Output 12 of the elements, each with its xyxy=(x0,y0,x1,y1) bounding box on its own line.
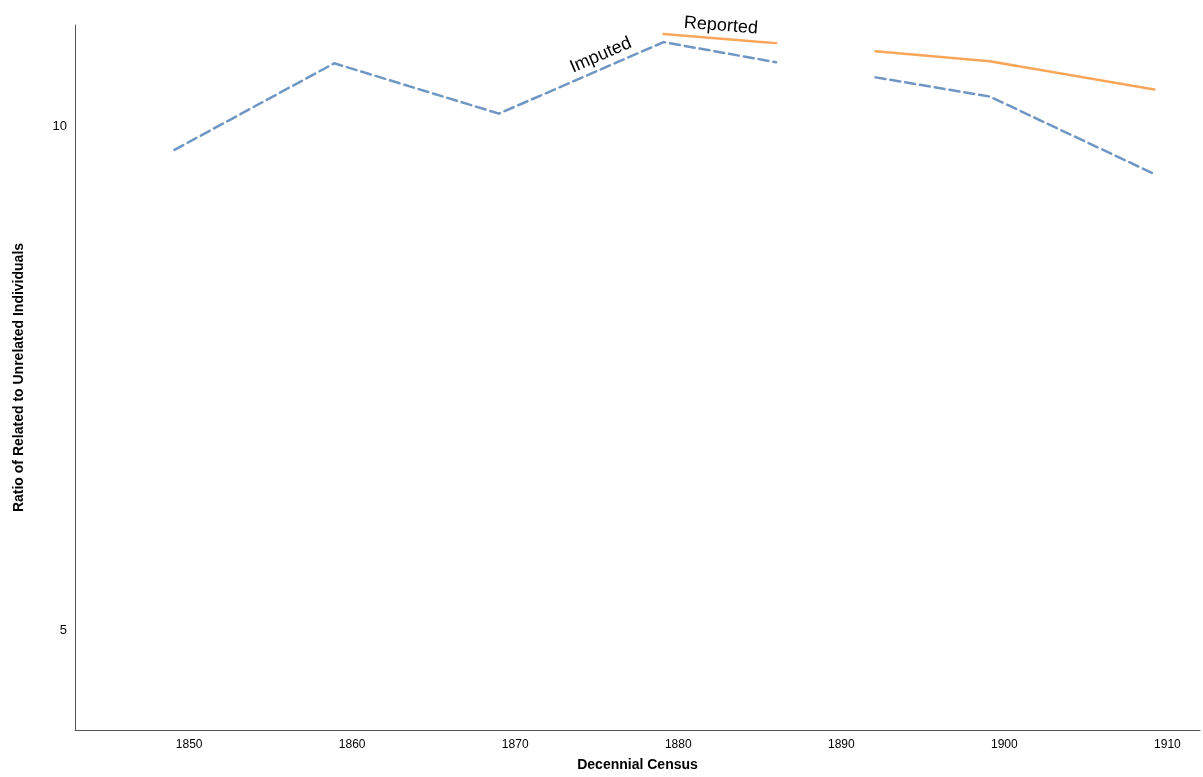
y-tick-label: 5 xyxy=(59,621,67,637)
y-tick-label: 10 xyxy=(52,118,67,134)
x-tick-label: 1910 xyxy=(1154,737,1182,751)
y-axis-title: Ratio of Related to Unrelated Individuals xyxy=(10,242,26,513)
x-tick-label: 1890 xyxy=(827,737,855,751)
x-tick-label: 1870 xyxy=(501,737,529,751)
x-tick-label: 1900 xyxy=(991,737,1019,751)
x-tick-label: 1860 xyxy=(338,737,366,751)
series-label: Reported xyxy=(683,11,759,38)
x-axis-title: Decennial Census xyxy=(577,756,699,772)
x-tick-label: 1880 xyxy=(664,737,692,751)
x-tick-label: 1850 xyxy=(175,737,203,751)
